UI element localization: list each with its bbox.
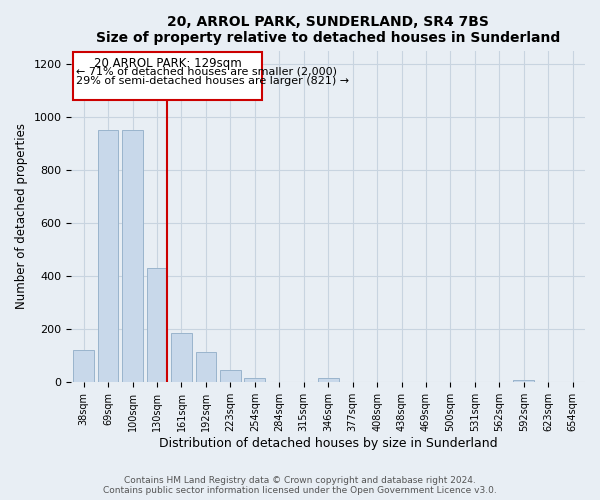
Bar: [146, 268, 167, 382]
Bar: [220, 370, 241, 382]
Bar: [73, 350, 94, 382]
Y-axis label: Number of detached properties: Number of detached properties: [15, 124, 28, 310]
Bar: [98, 130, 118, 382]
Title: 20, ARROL PARK, SUNDERLAND, SR4 7BS
Size of property relative to detached houses: 20, ARROL PARK, SUNDERLAND, SR4 7BS Size…: [96, 15, 560, 45]
X-axis label: Distribution of detached houses by size in Sunderland: Distribution of detached houses by size …: [159, 437, 497, 450]
Bar: [244, 378, 265, 382]
Bar: [196, 352, 217, 382]
Bar: [514, 380, 534, 382]
Text: 29% of semi-detached houses are larger (821) →: 29% of semi-detached houses are larger (…: [76, 76, 349, 86]
Bar: [73, 52, 262, 100]
Bar: [122, 130, 143, 382]
Text: 20 ARROL PARK: 129sqm: 20 ARROL PARK: 129sqm: [94, 56, 241, 70]
Text: Contains HM Land Registry data © Crown copyright and database right 2024.
Contai: Contains HM Land Registry data © Crown c…: [103, 476, 497, 495]
Text: ← 71% of detached houses are smaller (2,000): ← 71% of detached houses are smaller (2,…: [76, 66, 337, 76]
Bar: [171, 333, 192, 382]
Bar: [318, 378, 338, 382]
